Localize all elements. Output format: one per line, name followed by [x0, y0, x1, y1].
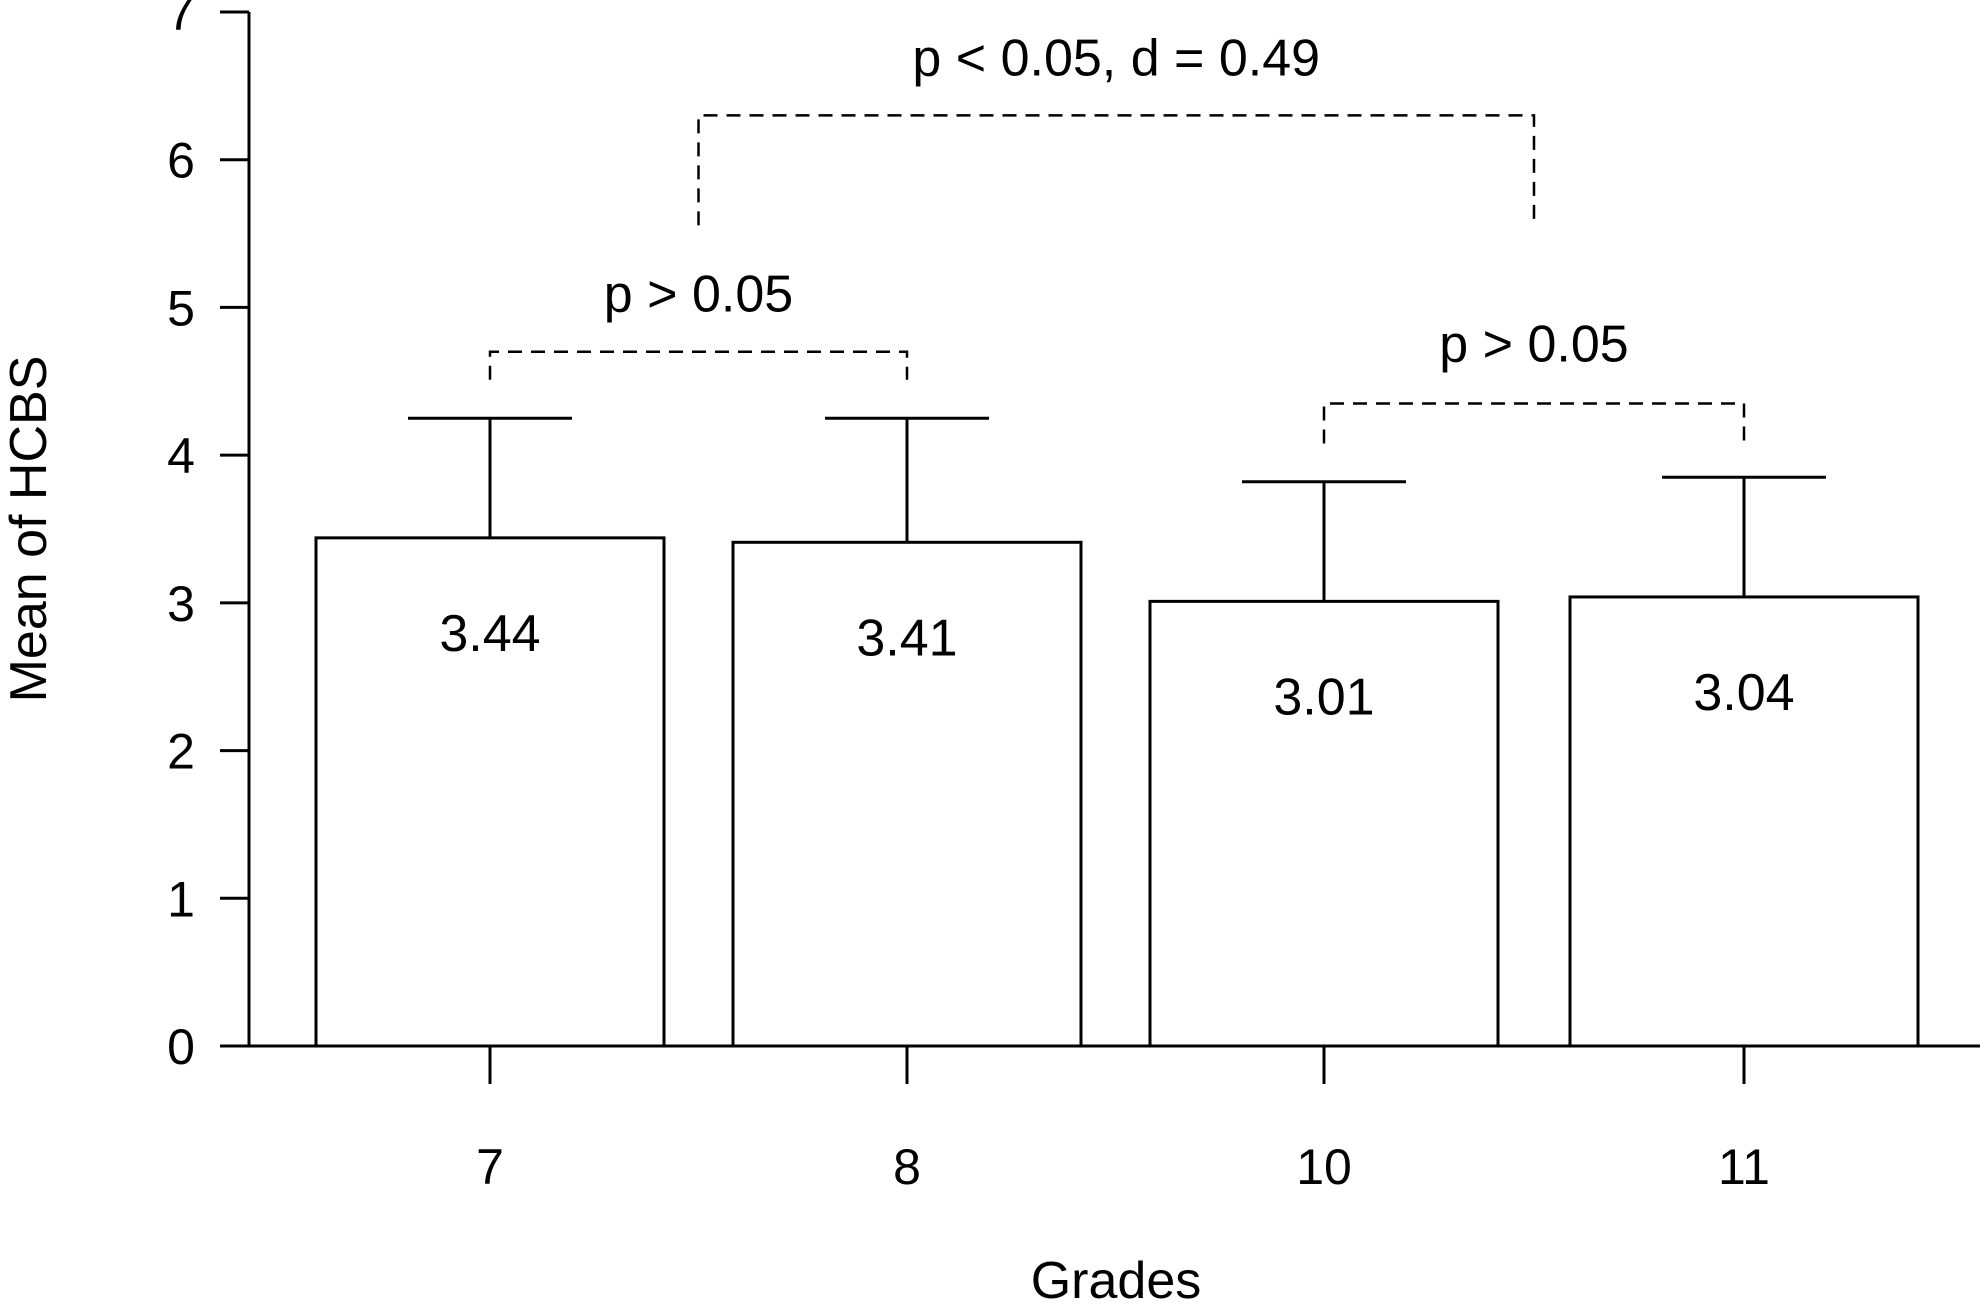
y-tick-label: 1: [167, 871, 195, 927]
x-tick-label: 11: [1718, 1139, 1770, 1195]
significance-label: p > 0.05: [604, 266, 793, 324]
bar: [314, 536, 666, 1048]
y-tick-label: 0: [167, 1019, 195, 1075]
y-ticks: 0 1 2 3 4 5 6 7: [167, 0, 249, 1075]
bar-value-label: 3.01: [1273, 668, 1374, 726]
y-tick-label: 5: [167, 280, 195, 336]
x-tick-label: 10: [1296, 1139, 1352, 1195]
y-tick-label: 6: [167, 133, 195, 189]
y-tick-label: 2: [167, 724, 195, 780]
significance-label: p < 0.05, d = 0.49: [912, 29, 1320, 87]
significance-label: p > 0.05: [1439, 315, 1628, 373]
y-tick-label: 4: [167, 428, 195, 484]
y-axis-title: Mean of HCBS: [0, 356, 58, 703]
x-tick-label: 8: [893, 1139, 921, 1195]
bar: [731, 540, 1083, 1048]
x-axis-title: Grades: [1031, 1252, 1202, 1304]
significance-bracket: [1322, 402, 1746, 444]
significance-brackets: p > 0.05 p > 0.05 p < 0.05, d = 0.49: [488, 29, 1746, 444]
bar-value-label: 3.44: [439, 605, 540, 663]
significance-bracket: [488, 350, 909, 380]
bar-value-label: 3.04: [1693, 664, 1794, 722]
y-axis: 0 1 2 3 4 5 6 7: [167, 0, 251, 1075]
x-ticks: 7 8 10 11: [476, 1046, 1770, 1195]
x-tick-label: 7: [476, 1139, 504, 1195]
bar: [1568, 595, 1920, 1048]
y-tick-label: 7: [167, 0, 195, 41]
y-tick-label: 3: [167, 576, 195, 632]
bar-value-label: 3.41: [856, 609, 957, 667]
bars: 3.44 3.41 3.01 3.04: [314, 416, 1920, 1048]
significance-bracket: [697, 114, 1536, 226]
x-axis: 7 8 10 11: [220, 1044, 1980, 1195]
